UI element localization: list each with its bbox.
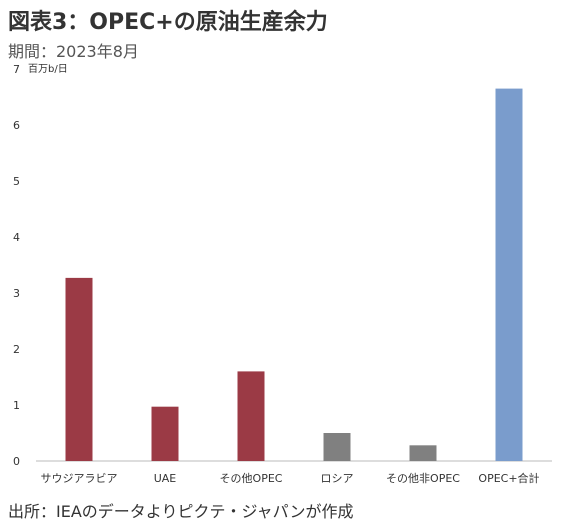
y-tick-label: 6 — [13, 119, 20, 132]
y-tick-label: 7 — [13, 63, 20, 76]
y-tick-label: 0 — [13, 455, 20, 468]
bar — [323, 433, 351, 461]
bars — [65, 88, 523, 461]
bar — [495, 88, 523, 461]
category-label: UAE — [154, 472, 177, 485]
category-label: その他非OPEC — [386, 472, 460, 485]
y-tick-label: 1 — [13, 399, 20, 412]
x-axis-labels: サウジアラビア UAE その他OPEC ロシア その他非OPEC OPEC+合計 — [41, 471, 540, 485]
bar — [151, 406, 179, 461]
category-label: その他OPEC — [220, 472, 283, 485]
y-tick-label: 5 — [13, 175, 20, 188]
category-label: ロシア — [321, 472, 354, 485]
source-note: 出所：IEAのデータよりピクテ・ジャパンが作成 — [8, 502, 354, 521]
chart-title: 図表3：OPEC+の原油生産余力 — [8, 10, 328, 35]
y-tick-label: 3 — [13, 287, 20, 300]
category-label: サウジアラビア — [41, 472, 118, 485]
y-axis-unit: 百万b/日 — [28, 63, 68, 75]
chart-subtitle: 期間：2023年8月 — [8, 42, 139, 61]
y-tick-label: 2 — [13, 343, 20, 356]
bar — [65, 277, 93, 461]
bar — [237, 371, 265, 461]
y-axis-ticks: 0 1 2 3 4 5 6 7 — [13, 63, 20, 468]
category-label: OPEC+合計 — [478, 471, 539, 485]
y-tick-label: 4 — [13, 231, 20, 244]
bar — [409, 445, 437, 461]
